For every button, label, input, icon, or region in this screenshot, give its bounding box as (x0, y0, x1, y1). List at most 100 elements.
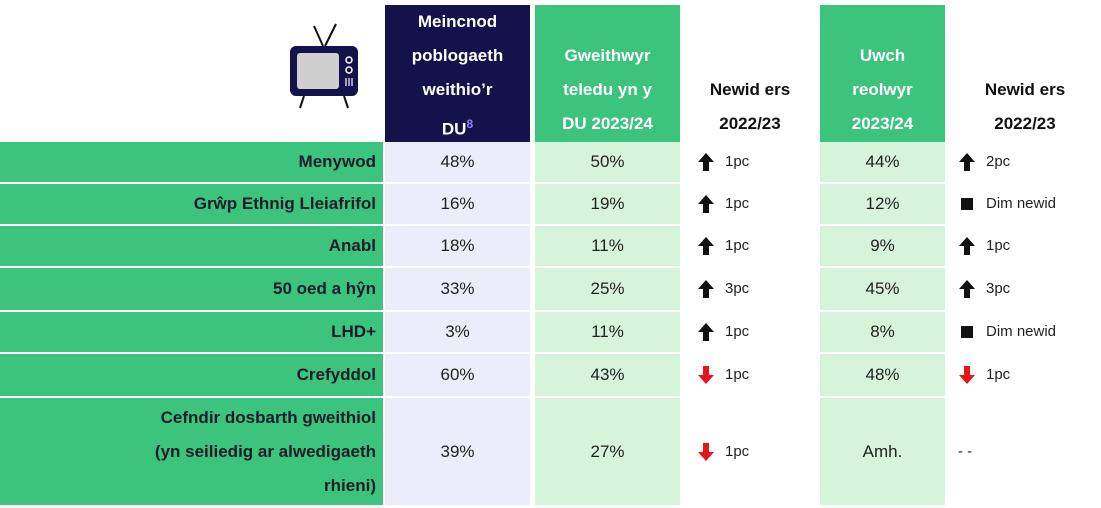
row-label: LHD+ (331, 322, 376, 341)
header-cell (535, 5, 680, 147)
cell-bg (535, 398, 680, 505)
cell-bg (385, 398, 530, 505)
cell-value: 8% (870, 322, 895, 341)
cell-bg (820, 354, 945, 396)
change-text: 3pc (725, 280, 750, 297)
cell-value: 48% (440, 152, 475, 171)
row-label-bg (0, 354, 383, 396)
header-text: poblogaeth (411, 46, 504, 65)
cell-value: 44% (865, 152, 900, 171)
header-text: Newid ers (984, 80, 1066, 99)
cell-bg (820, 226, 945, 266)
cell-bg (535, 226, 680, 266)
row-label-bg (0, 268, 383, 310)
change-text: 1pc (986, 237, 1011, 254)
header-text: Gweithwyr (564, 46, 651, 65)
row-label-bg (0, 312, 383, 352)
row-label: Menywod (298, 152, 376, 171)
cell-bg (820, 184, 945, 224)
change-text: 1pc (725, 323, 750, 340)
cell-value: 60% (440, 365, 475, 384)
footnote-ref: 8 (466, 117, 474, 131)
cell-bg (385, 312, 530, 352)
row-label: Anabl (328, 236, 376, 255)
row-label-bg (0, 184, 383, 224)
row-label-bg (0, 398, 383, 505)
header-text: 2022/23 (994, 114, 1056, 133)
cell-value: 50% (590, 152, 625, 171)
header-text: reolwyr (852, 80, 913, 99)
row-label-bg (0, 142, 383, 182)
change-icon (698, 323, 714, 341)
cell-value: 43% (590, 365, 625, 384)
header-text: Uwch (859, 46, 906, 65)
cell-value: 19% (590, 194, 625, 213)
cell-bg (820, 398, 945, 505)
change-text: 1pc (725, 442, 750, 460)
row-label: Grŵp Ethnig Lleiafrifol (193, 194, 376, 213)
row-label: 50 oed a hŷn (273, 279, 376, 298)
header-text: teledu yn y (563, 80, 652, 99)
tv-icon (290, 23, 358, 109)
header-text: 2023/24 (851, 114, 914, 133)
cell-value: 11% (591, 236, 624, 255)
row-label: (yn seiliedig ar alwedigaeth (154, 441, 376, 461)
change-text: 1pc (725, 237, 750, 254)
change-icon (959, 366, 975, 384)
change-text: Dim newid (986, 323, 1057, 340)
cell-value: 11% (591, 322, 624, 341)
row-label-bg (0, 226, 383, 266)
change-icon (698, 195, 714, 213)
change-icon (959, 237, 975, 255)
cell-bg (385, 268, 530, 310)
cell-bg (385, 142, 530, 182)
cell-value: 12% (865, 194, 900, 213)
cell-value: 25% (590, 279, 625, 298)
change-text: 1pc (986, 366, 1011, 383)
change-text: Dim newid (986, 195, 1057, 212)
cell-value: 33% (440, 279, 475, 298)
change-icon (959, 153, 975, 171)
change-icon (961, 326, 973, 338)
change-text: - - (958, 442, 973, 460)
header-text: DU8 (441, 117, 474, 139)
change-icon (698, 442, 714, 461)
cell-value: 16% (440, 194, 475, 213)
cell-bg (535, 184, 680, 224)
change-icon (698, 153, 714, 171)
cell-bg (535, 268, 680, 310)
change-text: 1pc (725, 366, 750, 383)
cell-bg (535, 312, 680, 352)
change-text: 2pc (986, 153, 1011, 170)
row-label: Cefndir dosbarth gweithiol (160, 407, 376, 427)
cell-value: 18% (440, 236, 475, 255)
change-icon (959, 280, 975, 298)
cell-value: 27% (590, 441, 625, 461)
change-text: 1pc (725, 153, 750, 170)
change-icon (698, 366, 714, 384)
change-text: 3pc (986, 280, 1011, 297)
cell-value: 48% (865, 365, 900, 384)
cell-bg (385, 184, 530, 224)
change-icon (698, 280, 714, 298)
header-cell (385, 5, 530, 147)
change-icon (698, 237, 714, 255)
row-label: rhieni) (324, 475, 376, 495)
cell-value: 9% (870, 236, 895, 255)
cell-bg (385, 354, 530, 396)
cell-value: 39% (440, 441, 475, 461)
header-cell (820, 5, 945, 147)
cell-bg (535, 354, 680, 396)
cell-bg (820, 142, 945, 182)
cell-bg (535, 142, 680, 182)
cell-bg (820, 268, 945, 310)
cell-bg (820, 312, 945, 352)
cell-value: 45% (865, 279, 900, 298)
header-text: Newid ers (709, 80, 791, 99)
change-text: 1pc (725, 195, 750, 212)
header-text: DU 2023/24 (562, 114, 653, 133)
change-icon (961, 198, 973, 210)
cell-value: Amh. (862, 441, 903, 461)
row-label: Crefyddol (296, 365, 376, 384)
